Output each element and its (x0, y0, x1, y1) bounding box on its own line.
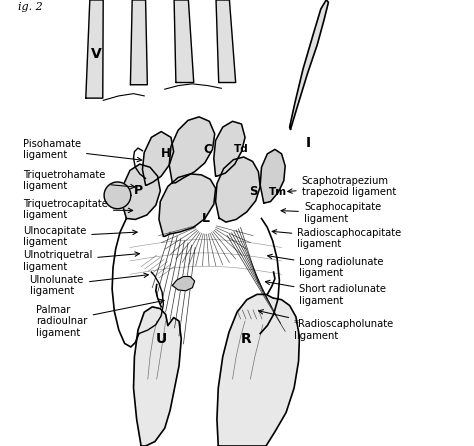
Polygon shape (260, 149, 285, 203)
Text: U: U (155, 332, 167, 346)
Text: Td: Td (234, 145, 249, 154)
Text: S: S (249, 185, 257, 198)
Polygon shape (122, 164, 160, 219)
Text: Ulnotriquetral
ligament: Ulnotriquetral ligament (23, 250, 139, 272)
Text: R: R (240, 332, 251, 346)
Polygon shape (134, 307, 181, 446)
Polygon shape (290, 0, 328, 129)
Text: ig. 2: ig. 2 (18, 3, 42, 12)
Text: Pisohamate
ligament: Pisohamate ligament (23, 139, 142, 162)
Polygon shape (216, 157, 260, 222)
Polygon shape (214, 121, 245, 176)
Polygon shape (174, 0, 194, 83)
Text: Scaphocapitate
ligament: Scaphocapitate ligament (281, 202, 381, 224)
Polygon shape (216, 0, 236, 83)
Text: Tm: Tm (269, 187, 287, 197)
Text: Triquetrocapitate
ligament: Triquetrocapitate ligament (23, 199, 133, 220)
Polygon shape (159, 174, 216, 236)
Text: Long radiolunate
ligament: Long radiolunate ligament (268, 254, 384, 278)
Polygon shape (217, 294, 300, 446)
Polygon shape (86, 0, 103, 98)
Text: L: L (202, 212, 210, 225)
Text: Triquetrohamate
ligament: Triquetrohamate ligament (23, 170, 135, 191)
Polygon shape (173, 277, 195, 291)
Polygon shape (130, 0, 147, 85)
Text: Ulnocapitate
ligament: Ulnocapitate ligament (23, 226, 137, 247)
Text: *Radioscapholunate
ligament: *Radioscapholunate ligament (259, 310, 394, 341)
Text: V: V (91, 46, 102, 61)
Text: P: P (134, 184, 144, 198)
Text: Short radiolunate
ligament: Short radiolunate ligament (265, 280, 386, 306)
Text: Radioscaphocapitate
ligament: Radioscaphocapitate ligament (272, 228, 401, 249)
Text: I: I (306, 136, 311, 150)
Text: H: H (161, 147, 171, 161)
Text: C: C (204, 143, 212, 156)
Text: Ulnolunate
ligament: Ulnolunate ligament (29, 273, 148, 296)
Polygon shape (169, 117, 215, 183)
Text: Palmar
radioulnar
ligament: Palmar radioulnar ligament (36, 299, 164, 338)
Polygon shape (104, 182, 131, 209)
Text: Scaphotrapezium
trapezoid ligament: Scaphotrapezium trapezoid ligament (288, 176, 396, 197)
Polygon shape (143, 132, 173, 185)
